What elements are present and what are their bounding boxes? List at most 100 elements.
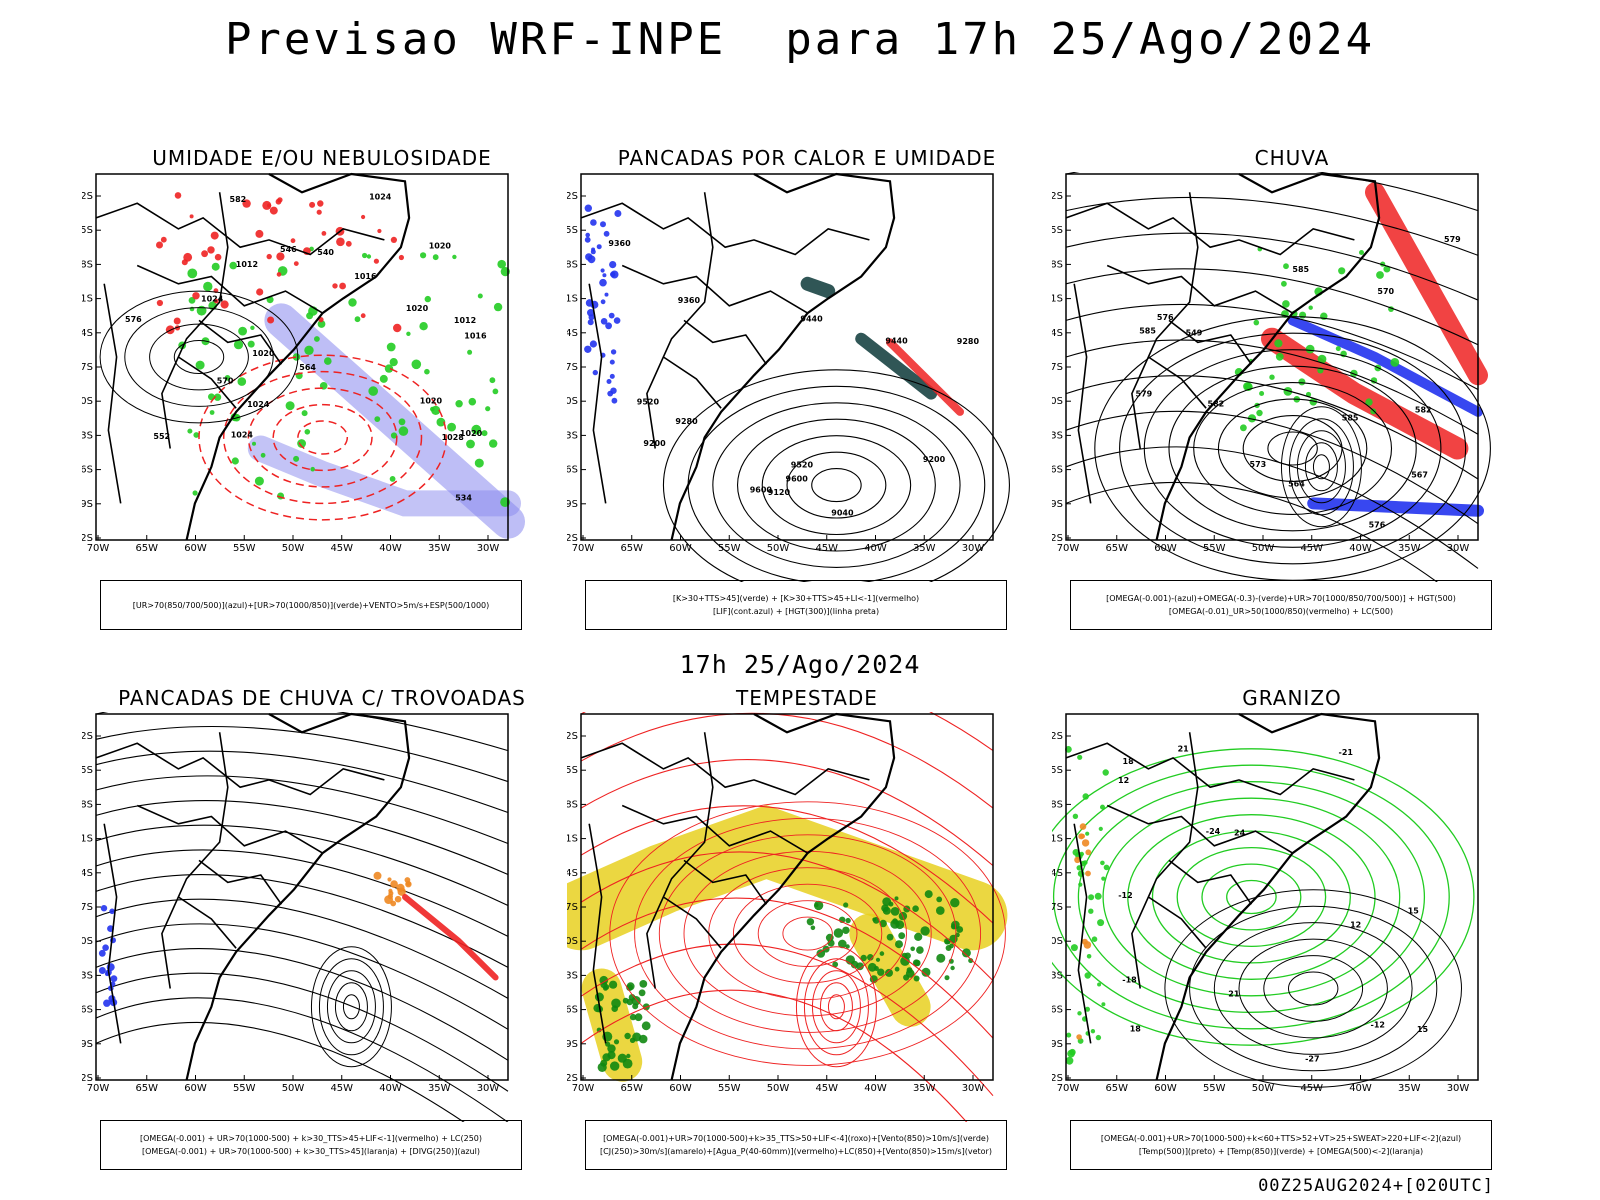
field-cell xyxy=(1100,860,1105,866)
contour-line xyxy=(1077,781,1426,1013)
field-cell xyxy=(634,1013,643,1022)
field-cell xyxy=(1084,972,1091,979)
field-cell xyxy=(332,283,338,289)
border-line xyxy=(95,202,385,256)
contour-line xyxy=(1052,764,1450,1030)
field-cell xyxy=(254,476,264,486)
field-cell xyxy=(398,418,406,426)
field-cell xyxy=(207,246,215,254)
field-cell xyxy=(1103,864,1110,871)
lon-tick-label: 35W xyxy=(428,1083,451,1094)
field-cell xyxy=(1335,346,1341,352)
lat-tick-label: 21S xyxy=(567,834,578,845)
field-cell xyxy=(373,871,382,880)
lon-tick-label: 60W xyxy=(669,1083,692,1094)
field-cell xyxy=(856,962,864,971)
contour-label: 9280 xyxy=(957,337,980,346)
field-cell xyxy=(605,322,612,330)
field-cell xyxy=(1338,267,1346,275)
field-cell xyxy=(924,890,933,899)
field-cell xyxy=(306,312,314,320)
field-cell xyxy=(1376,271,1384,279)
legend-line-1: [OMEGA(-0.001) + UR>70(1000-500) + k>30_… xyxy=(139,1134,483,1143)
field-cell xyxy=(192,292,200,300)
legend-line-1: [OMEGA(-0.001)+UR>70(1000-500)+k<60+TTS>… xyxy=(1100,1134,1462,1143)
coastline xyxy=(1155,172,1381,541)
contour-label: 9440 xyxy=(885,337,908,346)
plot-frame xyxy=(95,713,509,1081)
border-line xyxy=(136,264,324,314)
contour-label: 9600 xyxy=(786,474,809,483)
lon-tick-label: 55W xyxy=(718,543,741,554)
field-cell xyxy=(1085,870,1091,877)
lon-tick-label: 55W xyxy=(233,1083,256,1094)
contour-label: 1012 xyxy=(236,260,258,269)
field-cell xyxy=(613,317,621,324)
main-title: Previsao WRF-INPE para 17h 25/Ago/2024 xyxy=(224,14,1376,65)
streamline xyxy=(580,851,994,982)
field-cell xyxy=(411,359,422,370)
field-cell xyxy=(903,974,910,981)
field-cell xyxy=(611,1005,618,1012)
lon-tick-label: 30W xyxy=(962,1083,985,1094)
plot-frame xyxy=(95,173,509,541)
lon-tick-label: 35W xyxy=(913,1083,936,1094)
panel-title: PANCADAS POR CALOR E UMIDADE xyxy=(617,146,997,170)
lat-tick-label: 30S xyxy=(82,936,93,947)
field-cell xyxy=(471,424,482,435)
legend-line-2: [OMEGA(-0.01)_UR>50(1000/850)(vermelho) … xyxy=(1168,607,1394,616)
field-cell xyxy=(384,895,393,904)
lat-tick-label: 12S xyxy=(82,191,93,202)
field-cell xyxy=(250,325,255,330)
field-cell xyxy=(293,455,300,462)
field-cell xyxy=(845,917,851,924)
field-cell xyxy=(348,298,357,307)
contour-line xyxy=(1213,922,1413,1055)
contour-set xyxy=(1164,889,1463,1088)
streamline-vortex xyxy=(1304,442,1338,492)
contour-label: 1024 xyxy=(231,430,254,439)
contour-labels: 9600 9520 9440 9360 9280 9200 9600 9520 9440 9360… xyxy=(608,239,979,518)
field-cell xyxy=(321,231,327,236)
field-cell xyxy=(912,905,919,912)
lon-tick-label: 30W xyxy=(477,1083,500,1094)
field-cell xyxy=(900,956,910,966)
field-cell xyxy=(881,904,889,912)
contour-line xyxy=(1168,365,1417,532)
border-line xyxy=(646,732,714,989)
field-band xyxy=(402,894,499,981)
field-cell xyxy=(608,312,615,319)
panel-title: GRANIZO xyxy=(1242,686,1342,710)
streamline-vortex xyxy=(342,994,360,1020)
field-cell xyxy=(597,1062,607,1072)
field-cell xyxy=(832,961,839,968)
field-cell xyxy=(949,943,954,949)
map-chuva: 585 585 582 579 576 573 570 567 564 582 585 579 576 5… xyxy=(1052,172,1491,582)
lat-tick-label: 33S xyxy=(82,430,93,441)
contour-label: -12 xyxy=(1371,1021,1385,1030)
field-cell xyxy=(912,959,920,967)
legend-line-1: [K>30+TTS>45](verde) + [K>30+TTS>45+LI<-… xyxy=(672,594,920,603)
field-cell xyxy=(452,254,457,260)
border-line xyxy=(198,859,283,905)
field-band xyxy=(1365,182,1488,386)
border-line xyxy=(136,804,324,854)
streamline-vortex xyxy=(1296,430,1346,504)
streamline xyxy=(95,898,509,999)
map-trovoadas: 12S 15S 18S 21S 24S 27S 30S 33S 36S 39S 42S70W 65W 6… xyxy=(82,712,509,1122)
field-cell xyxy=(1081,839,1090,847)
streamline-vortex xyxy=(819,982,853,1032)
field-cell xyxy=(610,1061,620,1071)
field-cell xyxy=(638,989,646,997)
field-cell xyxy=(292,353,301,361)
field-cell xyxy=(1091,936,1098,942)
field-cell xyxy=(1080,833,1085,839)
contour-label: 9360 xyxy=(678,296,701,305)
field-cell xyxy=(224,375,231,381)
lon-tick-label: 55W xyxy=(233,543,256,554)
field-cell xyxy=(203,281,213,292)
lon-tick-label: 40W xyxy=(864,1083,887,1094)
field-cell xyxy=(156,299,163,307)
lat-tick-label: 36S xyxy=(1052,1005,1063,1016)
lat-tick-label: 18S xyxy=(567,799,578,810)
